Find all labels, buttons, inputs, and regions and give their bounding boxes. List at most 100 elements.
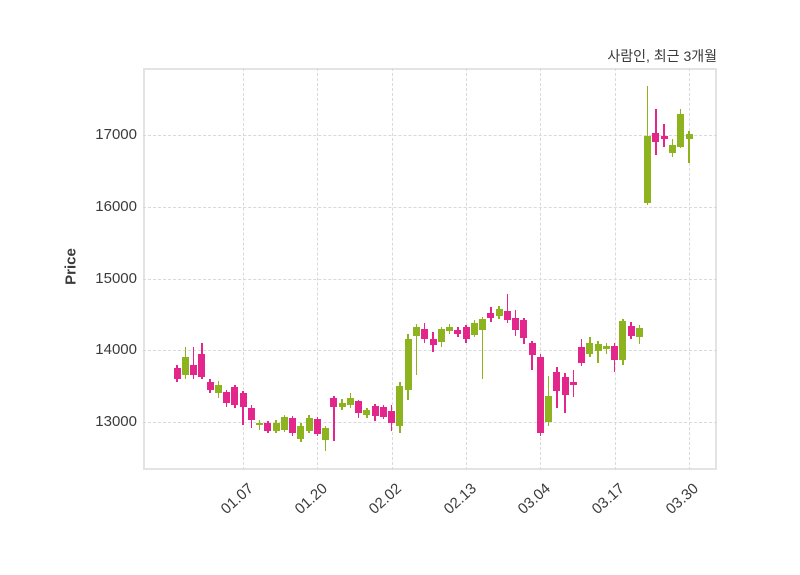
h-gridline: [143, 135, 717, 137]
plot-area: [143, 68, 717, 470]
candle-body-down: [206, 382, 214, 390]
v-gridline: [614, 68, 616, 470]
candle-body-up: [644, 136, 652, 204]
x-tick-label: 03.17: [588, 480, 629, 518]
candle-wick-down: [655, 108, 657, 156]
candle-wick-up: [597, 340, 599, 364]
candle-wick-up: [415, 323, 418, 376]
y-tick-label: 14000: [95, 341, 137, 359]
y-tick-label: 17000: [95, 126, 137, 144]
candle-body-down: [173, 368, 181, 379]
candle-body-down: [355, 401, 363, 414]
candle-body-down: [503, 310, 511, 321]
candle-body-up: [437, 329, 445, 343]
candle-body-down: [660, 135, 668, 140]
candle-body-up: [214, 384, 222, 394]
candle-body-down: [388, 411, 396, 424]
candle-body-up: [404, 339, 412, 390]
v-gridline: [243, 68, 245, 470]
v-gridline: [540, 68, 542, 470]
candle-wick-up: [258, 419, 261, 430]
candle-body-down: [462, 327, 470, 340]
candle-body-up: [181, 357, 189, 376]
candle-body-down: [231, 386, 239, 405]
h-gridline: [143, 278, 717, 280]
h-gridline: [143, 421, 717, 423]
candle-wick-up: [688, 131, 690, 164]
v-gridline: [689, 68, 690, 470]
candle-body-up: [256, 422, 264, 425]
candle-wick-down: [663, 123, 665, 147]
candle-body-up: [446, 326, 454, 331]
candle-body-down: [223, 391, 231, 404]
v-gridline: [391, 68, 393, 470]
candle-body-up: [346, 398, 354, 405]
v-gridline: [466, 68, 468, 470]
candle-body-up: [396, 386, 404, 426]
candle-body-up: [586, 343, 594, 354]
candle-body-up: [412, 326, 420, 336]
candle-body-down: [454, 330, 462, 334]
h-gridline: [143, 206, 717, 208]
candle-body-down: [198, 353, 206, 377]
candle-body-down: [536, 357, 544, 433]
candle-body-up: [363, 410, 371, 416]
candle-wick-down: [531, 340, 533, 370]
candle-body-down: [627, 325, 635, 336]
candle-body-up: [305, 418, 313, 432]
candle-body-down: [421, 329, 429, 340]
candle-body-up: [545, 396, 553, 422]
x-tick-label: 03.04: [514, 480, 554, 518]
candle-wick-down: [192, 346, 195, 379]
x-tick-label: 01.07: [217, 480, 257, 518]
y-tick-label: 13000: [95, 412, 137, 430]
candle-body-down: [190, 364, 198, 376]
candle-body-down: [553, 371, 561, 392]
candle-body-up: [668, 145, 676, 153]
candle-body-up: [479, 318, 487, 331]
h-gridline: [143, 350, 717, 352]
y-axis-label: Price: [62, 248, 80, 285]
candle-body-down: [611, 345, 619, 361]
candle-body-down: [289, 418, 297, 434]
candle-body-up: [338, 402, 346, 407]
candle-body-down: [330, 398, 338, 407]
x-tick-label: 02.02: [365, 480, 406, 518]
candle-body-down: [487, 312, 495, 318]
candle-body-down: [247, 408, 255, 420]
candle-wick-up: [481, 316, 484, 379]
y-tick-label: 16000: [95, 197, 137, 215]
candle-wick-down: [333, 396, 335, 442]
x-tick-label: 02.13: [440, 480, 480, 518]
candle-body-down: [520, 320, 528, 339]
candle-wick-down: [506, 294, 509, 323]
candle-body-up: [619, 320, 627, 361]
candle-body-down: [528, 343, 536, 356]
candle-body-down: [371, 406, 379, 417]
candle-body-up: [685, 133, 693, 139]
candle-body-down: [429, 338, 437, 346]
candle-body-down: [569, 381, 577, 385]
candle-body-up: [594, 344, 602, 351]
candle-body-up: [635, 327, 643, 337]
x-tick-label: 03.30: [663, 480, 703, 518]
candle-body-down: [578, 347, 586, 364]
candle-wick-down: [242, 391, 244, 425]
candle-body-down: [313, 419, 321, 435]
v-gridline: [317, 68, 319, 470]
candle-body-up: [272, 422, 280, 431]
candle-body-down: [561, 376, 569, 396]
candle-body-down: [379, 406, 387, 417]
candle-body-up: [677, 113, 685, 147]
candle-body-up: [280, 416, 288, 430]
candle-body-up: [470, 322, 478, 336]
chart-title: 사람인, 최근 3개월: [607, 48, 717, 64]
candle-body-up: [297, 425, 305, 440]
candle-body-down: [512, 317, 520, 331]
candle-body-up: [322, 428, 330, 440]
candle-body-down: [264, 422, 272, 431]
y-tick-label: 15000: [95, 269, 137, 287]
candle-body-down: [652, 132, 660, 143]
x-tick-label: 01.20: [291, 480, 331, 518]
candle-body-down: [239, 393, 247, 407]
